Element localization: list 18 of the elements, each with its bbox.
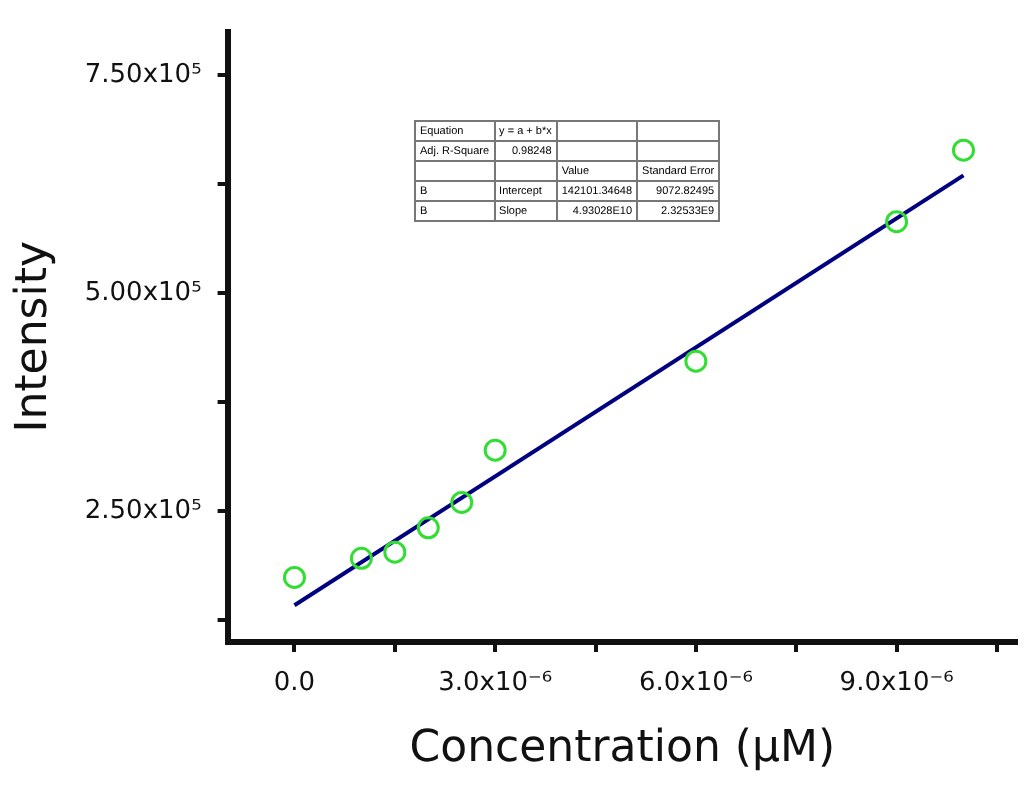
point bbox=[951, 138, 975, 162]
y-tick-label: 5.00x10⁵ bbox=[84, 277, 202, 308]
y-tick-label: 2.50x10⁵ bbox=[84, 495, 202, 526]
point bbox=[684, 349, 708, 373]
x-tick-label: 0.0 bbox=[273, 668, 316, 699]
x-tick-label: 6.0x10⁻⁶ bbox=[638, 668, 753, 699]
x-tick-label: 3.0x10⁻⁶ bbox=[438, 668, 553, 699]
point bbox=[450, 490, 474, 514]
point bbox=[416, 516, 440, 540]
point bbox=[383, 540, 407, 564]
x-axis-title: Concentration (μM) bbox=[409, 723, 836, 774]
y-axis-title: Intensity bbox=[7, 241, 58, 433]
point bbox=[349, 546, 373, 570]
y-tick-label: 7.50x10⁵ bbox=[84, 59, 202, 90]
point bbox=[885, 210, 909, 234]
x-tick-label: 9.0x10⁻⁶ bbox=[839, 668, 954, 699]
point bbox=[282, 565, 306, 589]
point bbox=[483, 438, 507, 462]
